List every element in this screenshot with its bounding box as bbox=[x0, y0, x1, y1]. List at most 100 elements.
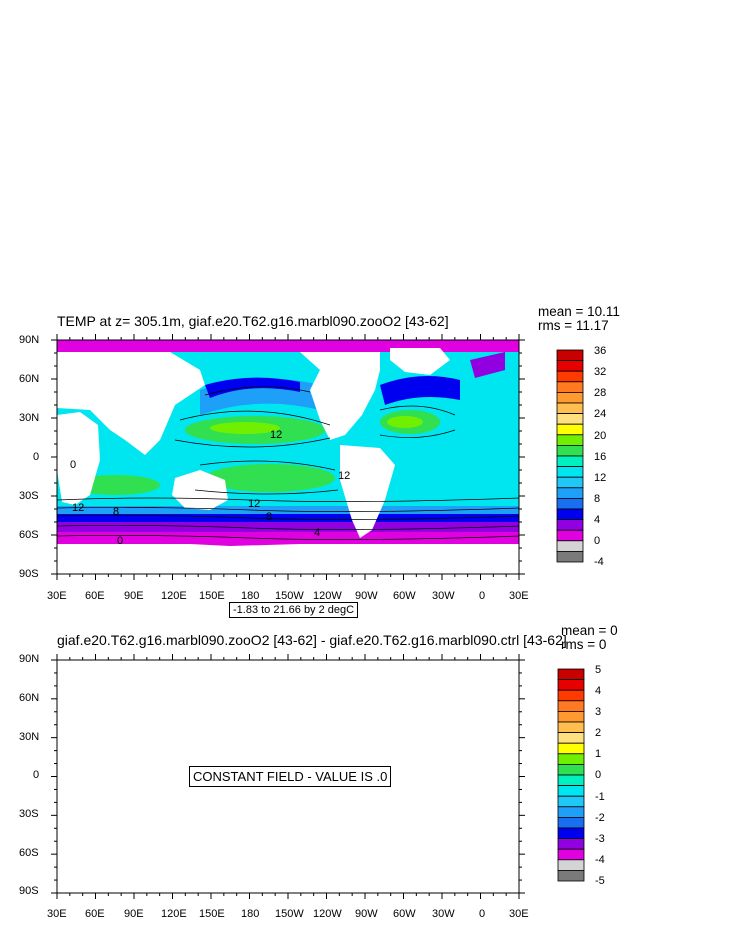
bottom-lat-label: 90S bbox=[19, 885, 39, 897]
bottom-colorbar-box bbox=[557, 816, 585, 829]
top-colorbar-label: 20 bbox=[594, 430, 607, 442]
bottom-colorbar-label: -2 bbox=[595, 812, 605, 824]
top-lon-label: 90W bbox=[355, 590, 378, 602]
top-colorbar-box bbox=[556, 370, 584, 383]
top-colorbar-box bbox=[556, 529, 584, 542]
top-colorbar-label: 24 bbox=[594, 408, 607, 420]
bottom-lon-label: 90E bbox=[124, 908, 144, 920]
bottom-lat-label: 60N bbox=[19, 692, 40, 704]
top-lon-label: 60W bbox=[393, 590, 416, 602]
top-contour-info: -1.83 to 21.66 by 2 degC bbox=[229, 602, 359, 618]
bottom-colorbar-label: 0 bbox=[595, 769, 602, 781]
top-lat-label: 90S bbox=[19, 568, 39, 580]
constant-field-label: CONSTANT FIELD - VALUE IS .0 bbox=[189, 766, 392, 787]
top-lon-label: 120E bbox=[161, 590, 187, 602]
top-colorbar-label: 16 bbox=[594, 451, 607, 463]
top-contour-lines bbox=[57, 386, 519, 540]
bottom-colorbar-box bbox=[557, 753, 585, 765]
bottom-lat-label: 30N bbox=[19, 731, 40, 743]
top-lon-label: 0 bbox=[479, 590, 486, 602]
bottom-lon-label: 30E bbox=[47, 908, 67, 920]
top-contour-label: 0 bbox=[70, 459, 77, 471]
top-colorbar-box bbox=[556, 445, 584, 457]
bottom-lon-label: 180 bbox=[241, 908, 260, 920]
top-contour-label: 0 bbox=[117, 535, 124, 547]
bottom-colorbar-box bbox=[557, 679, 585, 691]
bottom-colorbar-box bbox=[557, 795, 585, 808]
bottom-colorbar-box bbox=[557, 848, 585, 861]
top-map-panel bbox=[51, 334, 525, 580]
top-colorbar-box bbox=[556, 434, 584, 446]
top-rms-stat: rms = 11.17 bbox=[538, 318, 609, 333]
bottom-colorbar-label: -1 bbox=[595, 791, 605, 803]
top-lat-label: 60S bbox=[19, 529, 39, 541]
bottom-colorbar-box bbox=[557, 859, 585, 871]
bottom-colorbar-box bbox=[557, 764, 585, 776]
top-mean-stat: mean = 10.11 bbox=[538, 304, 620, 319]
bottom-lat-label: 60S bbox=[19, 847, 39, 859]
top-colorbar-box bbox=[556, 423, 584, 436]
bottom-colorbar-box bbox=[557, 689, 585, 702]
top-colorbar-label: 28 bbox=[594, 387, 607, 399]
top-lon-label: 30E bbox=[47, 590, 67, 602]
bottom-colorbar-label: 2 bbox=[595, 727, 602, 739]
top-colorbar-box bbox=[556, 455, 584, 468]
bottom-lon-label: 120E bbox=[161, 908, 187, 920]
top-colorbar-box bbox=[556, 519, 584, 531]
top-colorbar-box bbox=[556, 540, 584, 552]
top-lon-label: 120W bbox=[313, 590, 342, 602]
top-colorbar-box bbox=[556, 497, 584, 510]
bottom-colorbar-box bbox=[557, 838, 585, 850]
top-colorbar bbox=[556, 349, 584, 563]
top-colorbar-box bbox=[556, 487, 584, 499]
top-colorbar-box bbox=[556, 466, 584, 478]
bottom-colorbar-box bbox=[557, 869, 585, 882]
bottom-colorbar-box bbox=[557, 668, 585, 681]
bottom-lon-label: 30W bbox=[432, 908, 455, 920]
top-contour-label: 8 bbox=[113, 506, 120, 518]
bottom-colorbar-box bbox=[557, 711, 585, 723]
bottom-colorbar-box bbox=[557, 721, 585, 734]
top-lon-label: 150W bbox=[275, 590, 304, 602]
bottom-colorbar-label: -4 bbox=[595, 854, 605, 866]
bottom-colorbar-label: -5 bbox=[595, 875, 605, 887]
top-lon-label: 60E bbox=[85, 590, 105, 602]
top-colorbar-box bbox=[556, 550, 584, 563]
bottom-colorbar-label: 1 bbox=[595, 748, 602, 760]
top-colorbar-label: -4 bbox=[594, 556, 604, 568]
top-colorbar-box bbox=[556, 402, 584, 415]
top-colorbar-box bbox=[556, 476, 584, 489]
top-colorbar-label: 36 bbox=[594, 345, 607, 357]
bottom-colorbar-label: 3 bbox=[595, 706, 602, 718]
bottom-lat-label: 0 bbox=[33, 769, 40, 781]
top-lon-label: 30W bbox=[432, 590, 455, 602]
top-lat-label: 60N bbox=[19, 373, 40, 385]
top-colorbar-label: 0 bbox=[594, 535, 601, 547]
bottom-colorbar-box bbox=[557, 774, 585, 787]
top-colorbar-label: 4 bbox=[594, 514, 601, 526]
bottom-lat-label: 90N bbox=[19, 653, 40, 665]
top-axis-ticks bbox=[51, 334, 525, 580]
top-colorbar-box bbox=[556, 381, 584, 393]
bottom-lat-label: 30S bbox=[19, 808, 39, 820]
bottom-lon-label: 150W bbox=[275, 908, 304, 920]
top-lat-label: 0 bbox=[33, 451, 40, 463]
top-lon-label: 30E bbox=[509, 590, 529, 602]
top-contour-label: 8 bbox=[266, 511, 273, 523]
top-lat-label: 30N bbox=[19, 412, 40, 424]
top-lon-label: 150E bbox=[199, 590, 225, 602]
top-colorbar-box bbox=[556, 349, 584, 362]
bottom-axis-ticks bbox=[51, 654, 525, 899]
bottom-lon-label: 30E bbox=[509, 908, 529, 920]
bottom-lon-label: 0 bbox=[479, 908, 486, 920]
bottom-colorbar bbox=[557, 668, 585, 882]
top-contour-label: 12 bbox=[270, 429, 283, 441]
bottom-colorbar-box bbox=[557, 742, 585, 755]
bottom-colorbar-label: 5 bbox=[595, 664, 602, 676]
top-lon-label: 90E bbox=[124, 590, 144, 602]
top-colorbar-box bbox=[556, 413, 584, 425]
top-contour-label: 12 bbox=[72, 502, 85, 514]
bottom-colorbar-box bbox=[557, 785, 585, 797]
top-lat-label: 90N bbox=[19, 334, 40, 346]
top-colorbar-label: 32 bbox=[594, 366, 607, 378]
